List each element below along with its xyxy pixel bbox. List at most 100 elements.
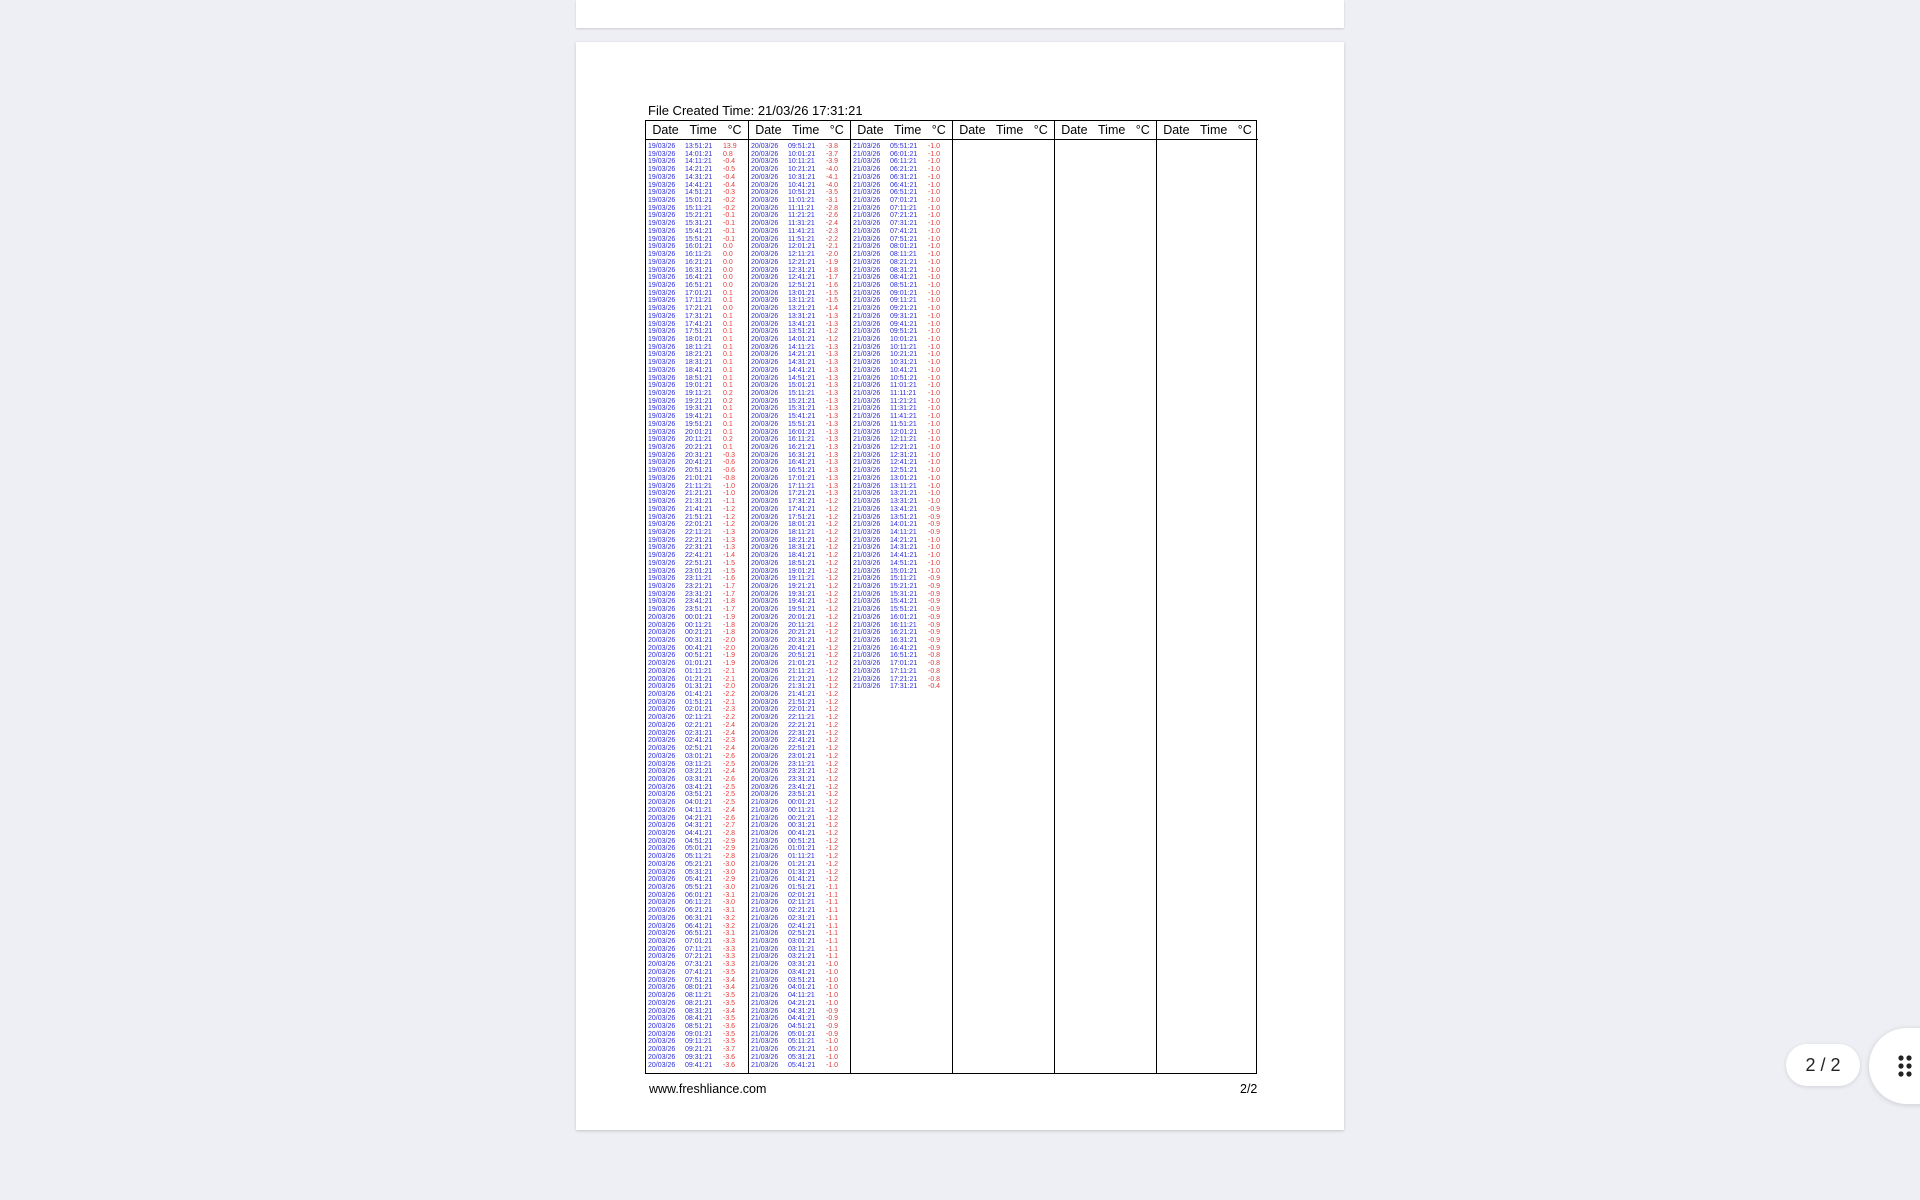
date-cell: 21/03/26 <box>751 953 779 961</box>
date-cell: 20/03/26 <box>648 667 676 675</box>
date-cell: 21/03/26 <box>751 999 779 1007</box>
date-cell: 21/03/26 <box>853 513 881 521</box>
table-row: 20/03/26 19:51:21 -1.2 <box>749 606 850 614</box>
time-cell: 16:01:21 <box>685 243 713 251</box>
table-row: 20/03/26 08:21:21 -3.5 <box>646 1000 748 1008</box>
date-cell: 20/03/26 <box>751 444 779 452</box>
table-row: 19/03/26 19:51:21 0.1 <box>646 421 748 429</box>
temperature-cell: -1.0 <box>928 436 941 444</box>
time-cell: 06:11:21 <box>685 899 712 907</box>
page-indicator[interactable]: 2 / 2 <box>1786 1044 1860 1086</box>
date-cell: 21/03/26 <box>853 281 881 289</box>
temperature-cell: -1.5 <box>826 297 839 305</box>
time-cell: 19:01:21 <box>788 567 816 575</box>
time-cell: 12:11:21 <box>890 436 917 444</box>
temperature-cell: -1.0 <box>928 390 941 397</box>
time-cell: 18:41:21 <box>685 366 713 374</box>
table-row: 21/03/26 09:11:21 -1.0 <box>851 297 952 305</box>
date-cell: 19/03/26 <box>648 382 676 390</box>
time-cell: 07:21:21 <box>890 212 918 220</box>
table-row: 20/03/26 21:01:21 -1.2 <box>749 660 850 668</box>
time-cell: 01:41:21 <box>685 691 713 699</box>
table-row: 19/03/26 19:41:21 0.1 <box>646 413 748 421</box>
time-cell: 16:41:21 <box>685 274 713 282</box>
table-row: 19/03/26 19:01:21 0.1 <box>646 382 748 390</box>
date-cell: 20/03/26 <box>751 490 779 498</box>
table-row: 20/03/26 17:31:21 -1.2 <box>749 498 850 506</box>
date-cell: 21/03/26 <box>853 683 881 691</box>
temperature-cell: -1.2 <box>826 559 839 567</box>
table-row: 20/03/26 02:31:21 -2.4 <box>646 730 748 738</box>
table-row: 20/03/26 06:21:21 -3.1 <box>646 907 748 915</box>
time-cell: 09:11:21 <box>685 1038 712 1046</box>
date-cell: 21/03/26 <box>853 274 881 282</box>
date-cell: 21/03/26 <box>853 544 881 552</box>
time-cell: 17:51:21 <box>685 328 713 336</box>
table-row: 20/03/26 09:51:21 -3.8 <box>749 143 850 151</box>
time-cell: 03:21:21 <box>685 768 713 776</box>
date-cell: 20/03/26 <box>751 251 779 259</box>
temperature-cell: 0.1 <box>723 351 733 359</box>
time-cell: 01:51:21 <box>788 884 816 891</box>
time-cell: 14:11:21 <box>685 158 712 166</box>
time-cell: 04:41:21 <box>685 829 713 837</box>
table-row: 20/03/26 06:41:21 -3.2 <box>646 923 748 931</box>
date-cell: 20/03/26 <box>648 907 676 915</box>
time-cell: 22:51:21 <box>788 745 816 753</box>
temperature-cell: -2.4 <box>826 220 839 228</box>
date-cell: 20/03/26 <box>751 343 779 351</box>
table-row: 21/03/26 12:51:21 -1.0 <box>851 467 952 475</box>
header-date: Date <box>857 123 884 137</box>
table-row: 21/03/26 09:31:21 -1.0 <box>851 313 952 321</box>
temperature-cell: 0.1 <box>723 366 733 374</box>
apps-button[interactable] <box>1869 1028 1920 1104</box>
date-cell: 21/03/26 <box>853 629 881 637</box>
time-cell: 13:11:21 <box>890 482 917 490</box>
temperature-cell: 0.0 <box>723 243 733 251</box>
date-cell: 21/03/26 <box>751 1007 779 1015</box>
time-cell: 06:21:21 <box>685 907 713 915</box>
temperature-cell: -1.0 <box>928 150 941 158</box>
date-cell: 20/03/26 <box>751 528 779 536</box>
time-cell: 00:41:21 <box>685 644 713 652</box>
table-row: 20/03/26 04:41:21 -2.8 <box>646 830 748 838</box>
time-cell: 19:01:21 <box>685 382 713 390</box>
time-cell: 09:51:21 <box>788 143 816 150</box>
date-cell: 21/03/26 <box>751 1053 779 1061</box>
time-cell: 14:41:21 <box>788 366 816 374</box>
time-cell: 22:01:21 <box>685 521 713 529</box>
temperature-cell: -1.3 <box>826 451 839 459</box>
temperature-cell: 0.1 <box>723 444 733 452</box>
temperature-cell: 0.0 <box>723 274 733 282</box>
date-cell: 19/03/26 <box>648 544 676 552</box>
temperature-cell: -1.0 <box>826 999 839 1007</box>
time-cell: 13:51:21 <box>788 328 816 336</box>
table-column: Date Time °C 21/03/26 05:51:21 -1.0 21/03/26 06… <box>850 121 952 1073</box>
table-row: 20/03/26 05:01:21 -2.9 <box>646 845 748 853</box>
date-cell: 21/03/26 <box>853 675 881 683</box>
temperature-cell: -1.0 <box>928 451 941 459</box>
table-row: 21/03/26 11:41:21 -1.0 <box>851 413 952 421</box>
temperature-cell: -2.0 <box>723 644 736 652</box>
temperature-cell: -1.0 <box>928 351 941 359</box>
date-cell: 20/03/26 <box>751 714 779 722</box>
time-cell: 14:51:21 <box>890 559 918 567</box>
temperature-cell: -0.3 <box>723 451 736 459</box>
temperature-cell: -0.9 <box>928 644 941 652</box>
date-cell: 21/03/26 <box>853 235 881 243</box>
time-cell: 01:11:21 <box>788 853 815 861</box>
date-cell: 20/03/26 <box>648 999 676 1007</box>
date-cell: 19/03/26 <box>648 343 676 351</box>
time-cell: 19:11:21 <box>788 575 815 583</box>
time-cell: 01:31:21 <box>685 683 713 691</box>
time-cell: 12:21:21 <box>890 444 918 452</box>
temperature-cell: -1.0 <box>928 552 941 560</box>
time-cell: 11:51:21 <box>890 420 917 428</box>
header-date: Date <box>1163 123 1190 137</box>
table-row: 21/03/26 10:31:21 -1.0 <box>851 359 952 367</box>
temperature-cell: -1.3 <box>826 374 839 382</box>
date-cell: 20/03/26 <box>751 143 779 150</box>
time-cell: 17:01:21 <box>685 289 713 297</box>
date-cell: 20/03/26 <box>648 629 676 637</box>
temperature-cell: 0.2 <box>723 436 733 444</box>
